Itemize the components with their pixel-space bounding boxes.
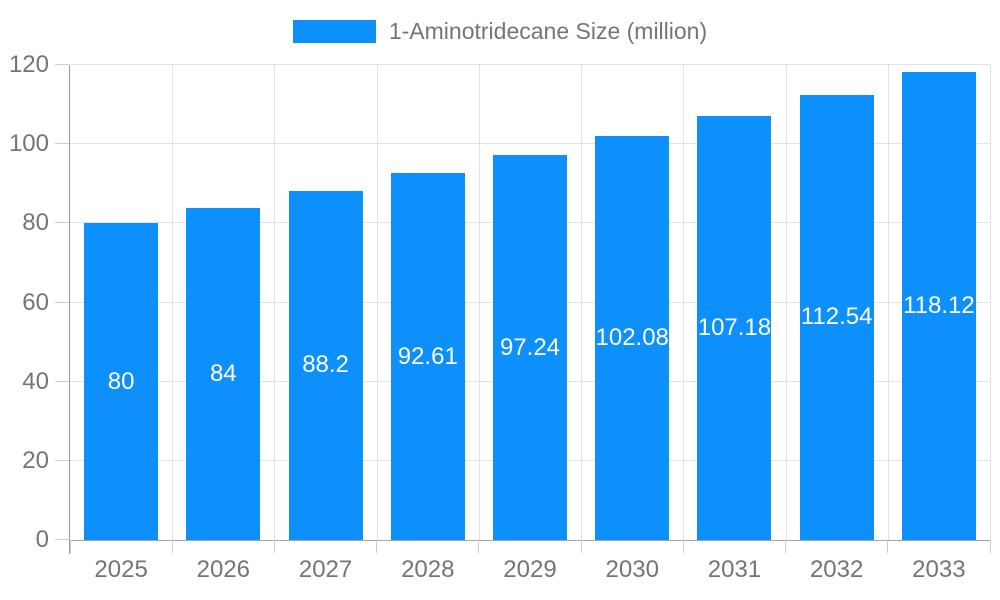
x-tick-label: 2031 <box>707 556 762 583</box>
x-axis-tick <box>887 540 889 553</box>
plot-area: 0 20 40 60 80 100 120 80 2025 84 2026 88.2 2027 92.61… <box>9 53 991 583</box>
x-tick-label: 2033 <box>912 556 966 583</box>
y-axis-tick <box>55 222 69 224</box>
bar-value-label: 80 <box>107 367 135 395</box>
y-axis-line <box>69 65 70 554</box>
bar-2033: 118.12 <box>901 72 976 540</box>
gridline-vertical <box>683 65 685 540</box>
legend: 1-Aminotridecane Size (million) <box>0 18 1000 45</box>
y-tick-label: 20 <box>22 446 49 474</box>
x-axis-tick <box>682 540 684 553</box>
x-tick-label: 2028 <box>401 556 455 583</box>
legend-label: 1-Aminotridecane Size (million) <box>388 18 708 44</box>
bar-value-label: 112.54 <box>800 303 873 331</box>
y-tick-label: 80 <box>22 209 49 237</box>
bar-value-label: 92.61 <box>397 342 458 370</box>
gridline-vertical <box>990 65 991 540</box>
gridline-vertical <box>478 65 480 540</box>
y-axis-tick <box>55 143 69 145</box>
bar-value-label: 102.08 <box>595 323 669 351</box>
y-axis-tick <box>55 539 69 540</box>
y-tick-label: 100 <box>8 130 49 158</box>
x-axis-tick <box>989 540 991 553</box>
legend-swatch-icon <box>292 20 376 43</box>
gridline-vertical <box>581 65 583 540</box>
x-axis-tick <box>580 540 582 553</box>
y-tick-label: 120 <box>8 51 49 78</box>
x-axis-tick <box>376 540 378 553</box>
x-axis-tick <box>171 540 173 553</box>
x-axis-tick <box>69 540 71 553</box>
y-axis-tick <box>55 380 69 382</box>
y-tick-label: 40 <box>22 367 49 395</box>
bar-2025: 80 <box>84 223 159 540</box>
bar-value-label: 84 <box>209 359 237 387</box>
bar-2031: 107.18 <box>697 115 772 540</box>
y-tick-label: 0 <box>35 526 49 553</box>
bar-value-label: 107.18 <box>697 313 772 341</box>
bar-2027: 88.2 <box>288 190 363 540</box>
x-axis-line <box>69 540 990 541</box>
bar-value-label: 97.24 <box>499 333 561 361</box>
gridline-vertical <box>785 65 787 540</box>
gridline-vertical <box>376 65 378 540</box>
bar-2032: 112.54 <box>799 94 874 540</box>
gridline-horizontal <box>70 64 990 65</box>
bar-value-label: 118.12 <box>903 292 975 320</box>
x-axis-tick <box>273 540 275 553</box>
y-axis-tick <box>55 301 69 303</box>
gridline-vertical <box>274 65 276 540</box>
bar-2026: 84 <box>186 207 261 540</box>
bar-2029: 97.24 <box>492 155 568 540</box>
x-tick-label: 2032 <box>809 556 864 583</box>
bar-2030: 102.08 <box>595 135 670 540</box>
x-tick-label: 2026 <box>196 556 251 583</box>
y-axis-tick <box>55 64 69 65</box>
gridline-vertical <box>887 65 889 540</box>
y-axis-tick <box>55 459 69 461</box>
y-tick-label: 60 <box>22 288 49 316</box>
legend-item[interactable]: 1-Aminotridecane Size (million) <box>292 18 708 45</box>
x-tick-label: 2030 <box>605 556 659 583</box>
bar-value-label: 88.2 <box>302 351 349 379</box>
bar-2028: 92.61 <box>390 173 465 540</box>
x-tick-label: 2025 <box>94 556 148 583</box>
x-axis-tick <box>478 540 480 553</box>
gridline-horizontal <box>70 143 990 145</box>
x-tick-label: 2029 <box>503 556 557 583</box>
x-tick-label: 2027 <box>298 556 353 583</box>
gridline-vertical <box>172 65 174 540</box>
x-axis-tick <box>785 540 787 553</box>
